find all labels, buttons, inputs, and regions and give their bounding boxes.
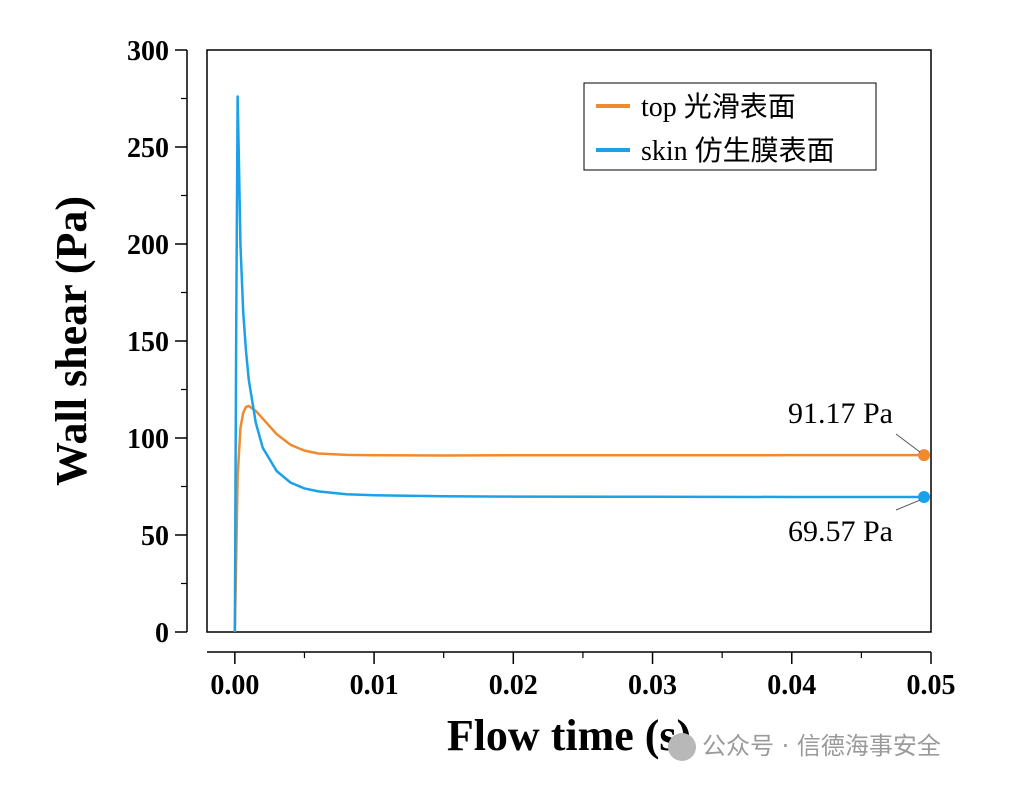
x-tick-label: 0.00: [210, 670, 259, 701]
annotation-leader: [895, 499, 921, 511]
watermark: 公众号 · 信德海事安全: [668, 726, 941, 761]
ticks-layer: 0 50 100 150 200 250 300 0.00 0.01 0.02 0.03 0.04 0.…: [127, 36, 956, 701]
x-tick-label: 0.02: [489, 670, 538, 701]
x-tick-label: 0.01: [350, 670, 399, 701]
watermark-text: 公众号 · 信德海事安全: [702, 732, 941, 760]
y-tick-label: 50: [141, 521, 169, 552]
annotation-label: 69.57 Pa: [788, 515, 893, 548]
legend-box: [583, 82, 877, 171]
y-tick-label: 0: [155, 618, 169, 649]
legend-label-skin: skin 仿生膜表面: [641, 135, 835, 167]
x-tick-label: 0.05: [907, 670, 956, 701]
annotation-layer: 91.17 Pa 69.57 Pa: [788, 397, 921, 548]
series-end-point-1: [918, 491, 931, 504]
y-tick-label: 200: [127, 230, 169, 261]
x-axis-title: Flow time (s): [447, 711, 691, 760]
y-tick-label: 100: [127, 424, 169, 455]
series-end-point-0: [918, 449, 931, 462]
plot-frame: [206, 49, 932, 633]
legend-label-top: top 光滑表面: [641, 91, 796, 123]
x-tick-label: 0.04: [767, 670, 816, 701]
x-tick-label: 0.03: [628, 670, 677, 701]
annotation-label: 91.17 Pa: [788, 397, 893, 430]
y-tick-label: 250: [127, 133, 169, 164]
legend: top 光滑表面 skin 仿生膜表面: [583, 82, 877, 171]
series-line-1: [233, 95, 925, 633]
series-line-0: [233, 404, 925, 633]
annotation-leader: [895, 433, 921, 453]
y-tick-label: 300: [127, 36, 169, 67]
wechat-icon: [668, 733, 696, 761]
series-layer: [233, 95, 931, 633]
y-axis-title: Wall shear (Pa): [47, 196, 96, 486]
y-tick-label: 150: [127, 327, 169, 358]
